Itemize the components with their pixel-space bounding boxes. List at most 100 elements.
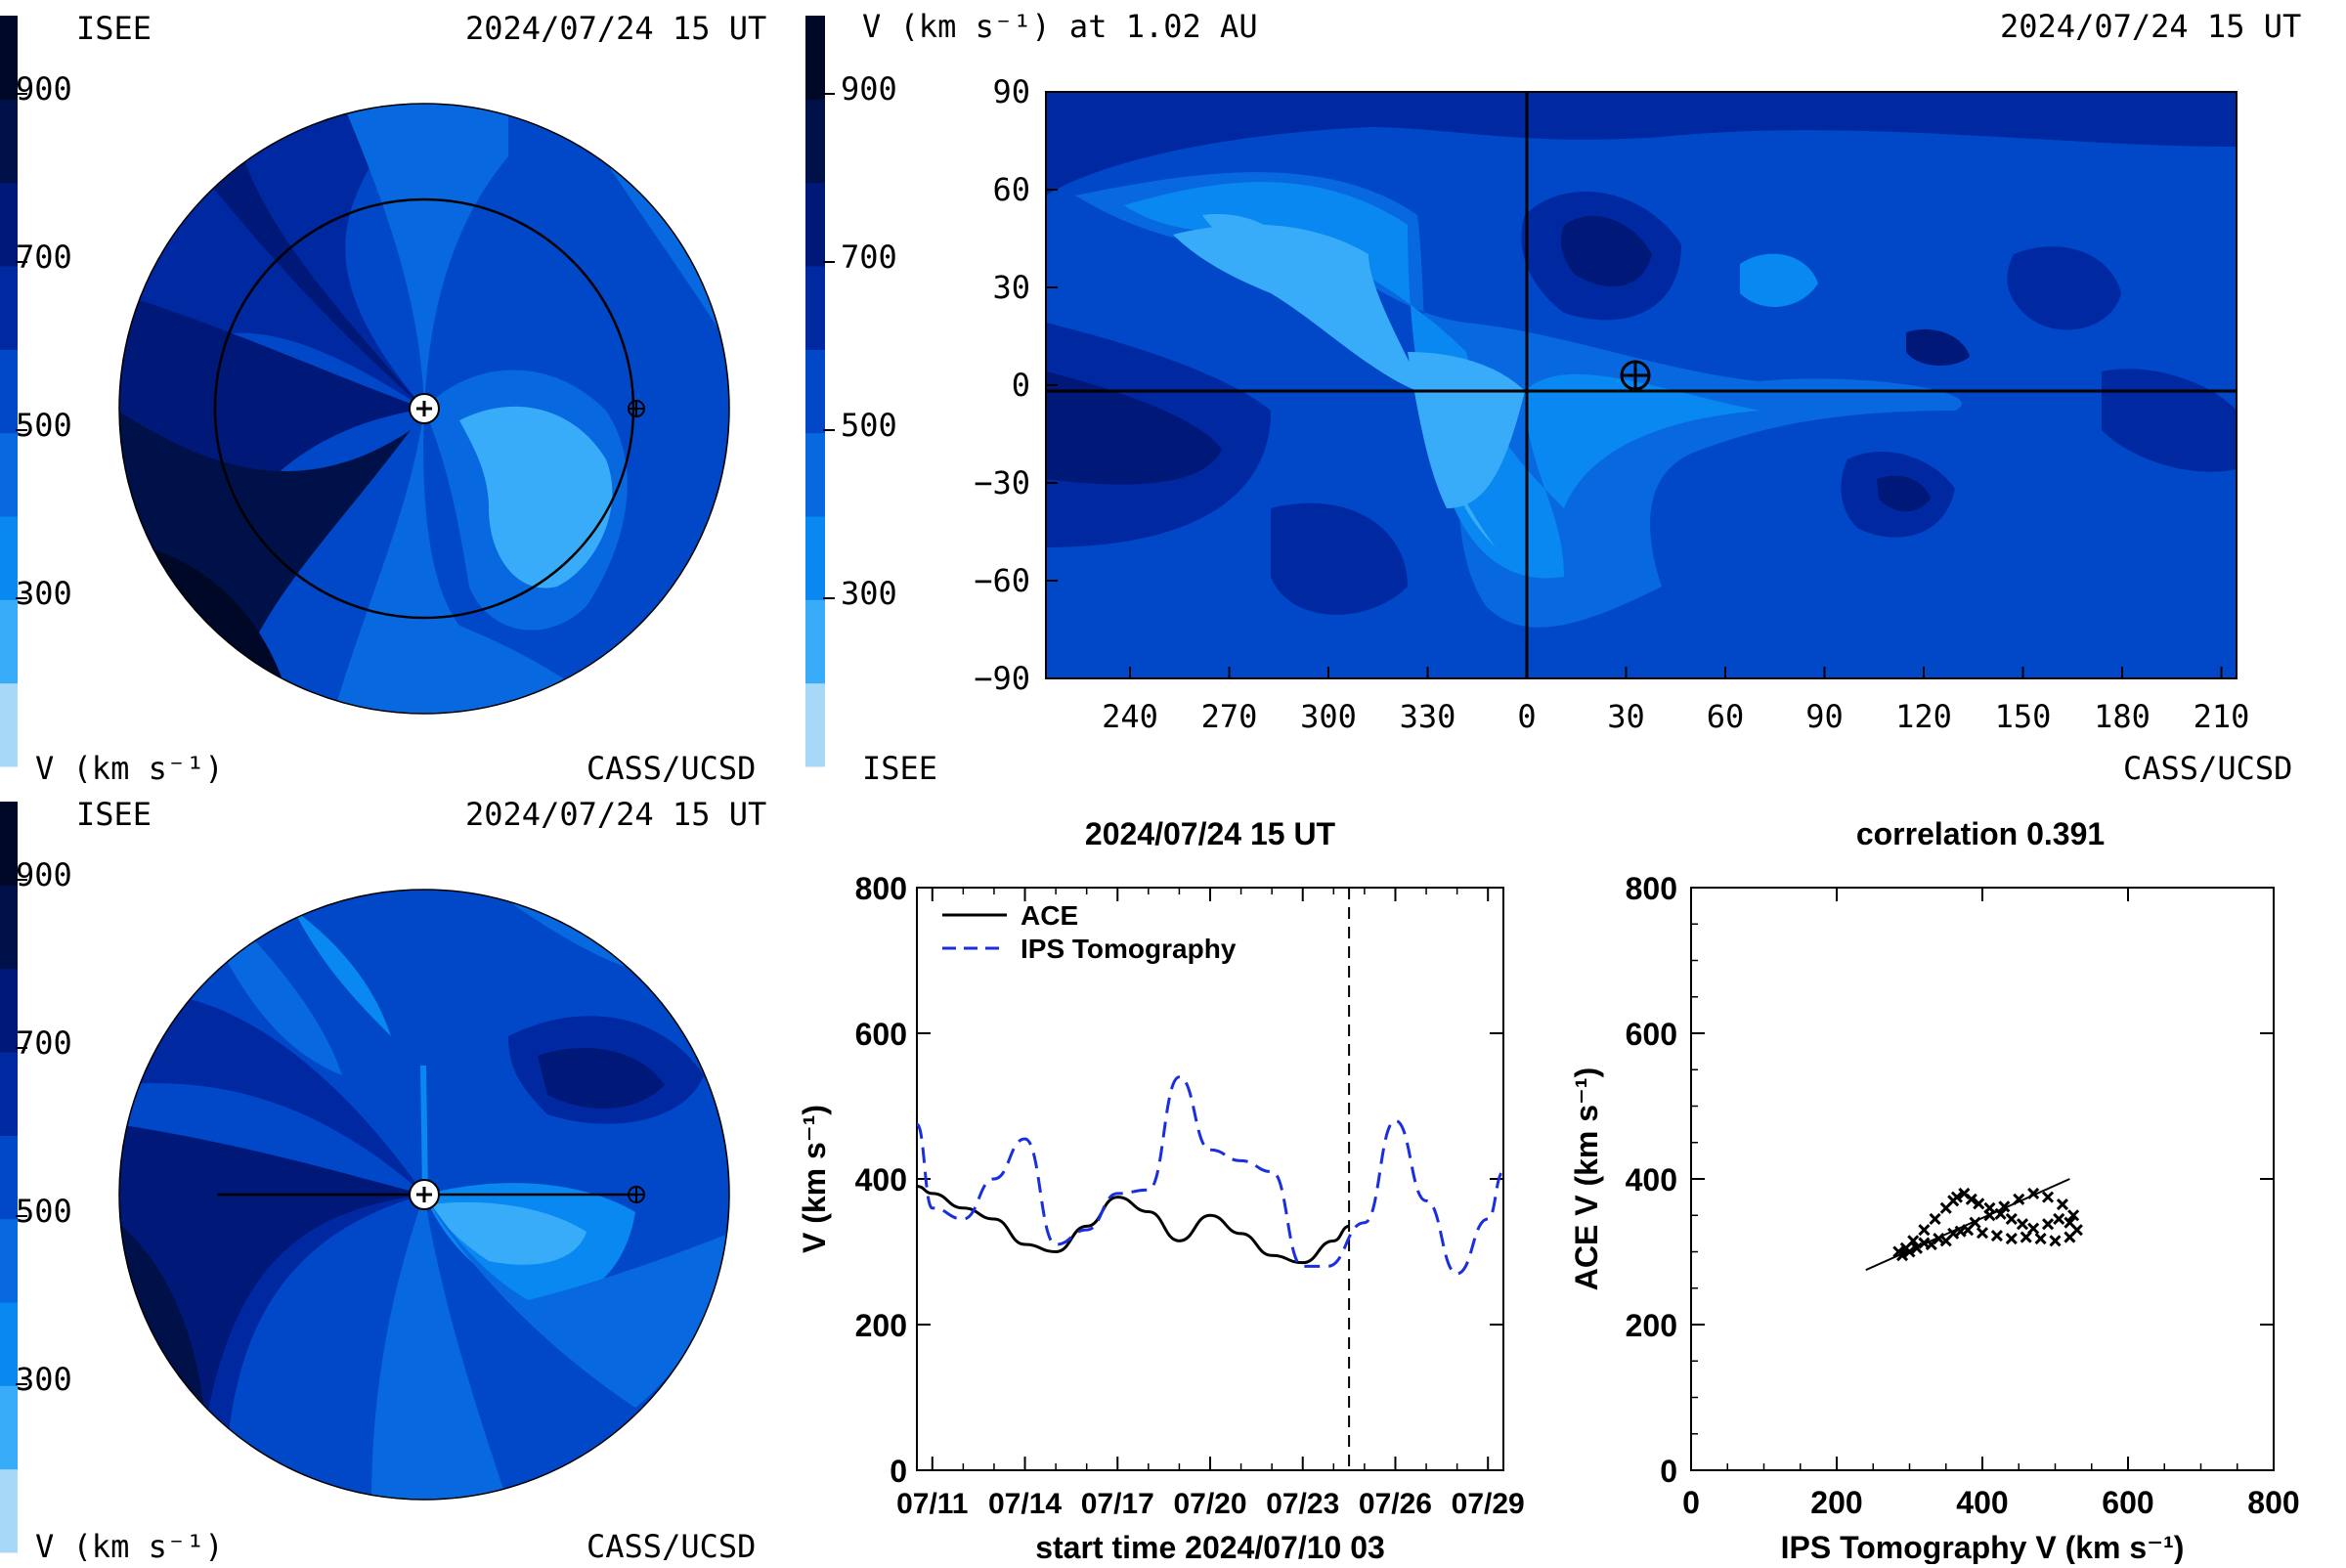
y-tick-label: 0: [1660, 1454, 1677, 1489]
scatter-point: [1976, 1227, 1989, 1240]
colorbar-tick: 500: [841, 407, 897, 444]
scatter-point: [2016, 1218, 2029, 1231]
y-tick-label: 400: [1626, 1162, 1677, 1198]
org-label-isee: ISEE: [76, 796, 152, 833]
colorbar-segment: [0, 266, 18, 350]
longitude-tick-label: 90: [1805, 698, 1844, 735]
scatter-point: [1973, 1198, 1985, 1210]
colorbar-tick: 500: [16, 407, 72, 444]
earth-marker: [628, 400, 645, 417]
colorbar-segment: [0, 802, 18, 886]
scatter-point: [1965, 1193, 1977, 1205]
colorbar-segment: [0, 885, 18, 970]
x-tick-label: 07/14: [988, 1488, 1062, 1520]
colorbar-segment: [0, 16, 18, 100]
longitude-tick-label: 120: [1895, 698, 1952, 735]
scatter-point: [2053, 1212, 2065, 1226]
scatter-point: [1954, 1225, 1967, 1238]
colorbar-segment: [805, 432, 825, 517]
sun-marker: [409, 1179, 440, 1210]
map-boundary: [118, 889, 730, 1501]
x-tick-label: 400: [1956, 1485, 2008, 1520]
y-tick-label: 600: [1626, 1017, 1677, 1052]
colorbar-tick: 700: [16, 239, 72, 276]
scatter-point: [2064, 1231, 2076, 1243]
x-tick-label: 07/29: [1452, 1488, 1525, 1520]
map-boundary: [118, 103, 730, 715]
panel-scatter: correlation 0.391 0 200 400 600 800 0 200 400 60…: [1569, 816, 2300, 1565]
scatter-frame: [1690, 887, 2275, 1471]
colorbar-segment: [0, 1302, 18, 1386]
y-tick-label: 0: [890, 1454, 907, 1489]
org-label-isee: ISEE: [76, 10, 152, 47]
earth-marker: [628, 1186, 645, 1203]
scatter-axes: 0 200 400 600 800 0 200 400 600 800: [1626, 871, 2300, 1520]
colorbar-segment: [0, 599, 18, 684]
scatter-point: [1910, 1241, 1924, 1254]
scatter-point: [1903, 1245, 1916, 1258]
latitude-axis: 90 60 30 0 −30 −60 −90: [974, 73, 1058, 697]
scatter-point: [1895, 1249, 1909, 1262]
scatter-point: [2020, 1231, 2032, 1243]
y-tick-label: 600: [855, 1017, 907, 1052]
longitude-tick-label: 270: [1201, 698, 1258, 735]
scatter-point: [2041, 1191, 2055, 1203]
colorbar: [0, 802, 27, 1553]
scatter-point: [1950, 1191, 1963, 1203]
scatter-point: [1939, 1235, 1952, 1247]
scatter-point: [1969, 1216, 1981, 1229]
date-label: 2024/07/24 15 UT: [2000, 8, 2301, 45]
org-label-isee: ISEE: [862, 750, 937, 787]
colorbar-segment: [805, 599, 825, 684]
scatter-point: [2005, 1233, 2018, 1245]
y-tick-label: 200: [1626, 1308, 1677, 1343]
colorbar-segment: [805, 99, 825, 184]
date-label: 2024/07/24 15 UT: [465, 10, 766, 47]
velocity-map-image: [1046, 92, 2237, 678]
colorbar-segment: [0, 1385, 18, 1470]
colorbar-tick: 700: [841, 239, 897, 276]
scatter-title: correlation 0.391: [1856, 816, 2105, 851]
colorbar-tick: 300: [841, 575, 897, 612]
scatter-point: [1998, 1200, 2011, 1213]
timeseries-xlabel: start time 2024/07/10 03: [1035, 1530, 1385, 1564]
colorbar-segment: [805, 516, 825, 600]
colorbar-segment: [805, 682, 825, 767]
y-tick-label: 200: [855, 1308, 907, 1343]
legend-ace: ACE: [1021, 900, 1078, 931]
colorbar-segment: [0, 99, 18, 184]
colorbar-segment: [805, 182, 825, 267]
x-tick-label: 07/17: [1081, 1488, 1154, 1520]
panel-top-left: ISEE 2024/07/24 15 UT 900 700 500 300: [0, 10, 766, 787]
latitude-tick-label: 0: [1012, 367, 1030, 404]
scatter-point: [2067, 1209, 2080, 1222]
x-tick-label: 07/26: [1359, 1488, 1432, 1520]
y-tick-label: 400: [855, 1162, 907, 1198]
scatter-point: [2005, 1212, 2018, 1226]
y-tick-label: 800: [855, 871, 907, 906]
colorbar-unit-label: V (km s⁻¹): [35, 1528, 224, 1564]
longitude-tick-label: 30: [1607, 698, 1645, 735]
scatter-point: [2034, 1233, 2047, 1245]
series-line-ips: [915, 1075, 1504, 1276]
colorbar-ticks: 900 700 500 300: [16, 70, 72, 612]
scatter-point: [1990, 1230, 2003, 1242]
colorbar-segment: [0, 432, 18, 517]
panel-synoptic-map: 900 700 500 300 V (km s⁻¹) at 1.02 AU 20…: [805, 8, 2301, 787]
map-title: V (km s⁻¹) at 1.02 AU: [862, 8, 1258, 45]
colorbar-segment: [805, 266, 825, 350]
scatter-point: [1907, 1235, 1920, 1247]
colorbar: [805, 16, 835, 767]
x-tick-label: 0: [1682, 1485, 1700, 1520]
x-tick-label: 07/20: [1173, 1488, 1246, 1520]
colorbar: [0, 16, 27, 767]
colorbar-segment: [0, 1052, 18, 1136]
timeseries-ylabel: V (km s⁻¹): [797, 1105, 832, 1253]
longitude-tick-label: 150: [1995, 698, 2052, 735]
longitude-tick-label: 180: [2094, 698, 2150, 735]
scatter-ylabel: ACE V (km s⁻¹): [1569, 1067, 1604, 1290]
colorbar-ticks: 900 700 500 300: [841, 70, 897, 612]
longitude-tick-label: 210: [2194, 698, 2250, 735]
org-label-cass-ucsd: CASS/UCSD: [586, 750, 756, 787]
scatter-point: [2056, 1198, 2069, 1211]
